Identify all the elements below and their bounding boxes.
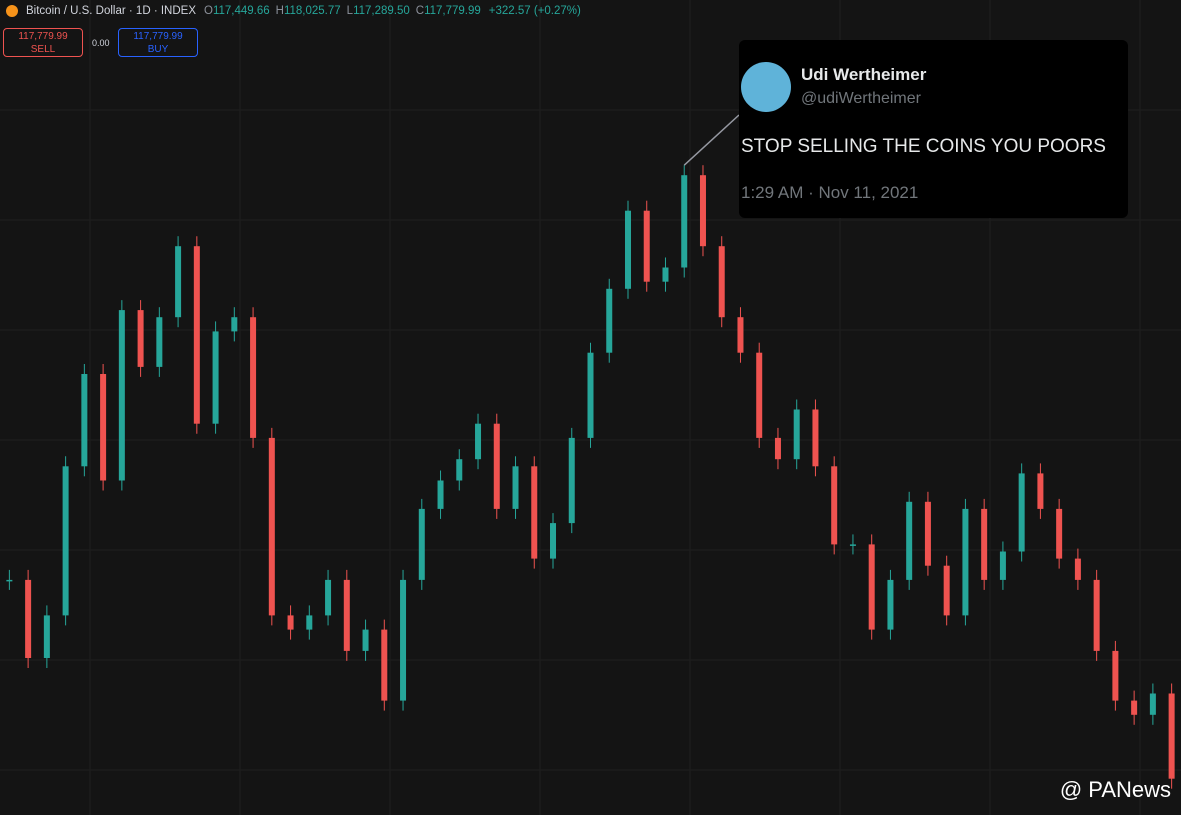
candle	[381, 629, 388, 701]
candle	[418, 508, 425, 580]
candle	[456, 459, 463, 481]
candle	[493, 423, 500, 509]
candle	[1056, 508, 1063, 559]
candle	[175, 246, 182, 318]
ohlc-value: 117,449.66	[212, 5, 270, 17]
change: +322.57 (+0.27%)	[488, 5, 581, 17]
candle	[6, 579, 13, 582]
candle	[62, 466, 69, 616]
candle	[268, 437, 275, 616]
ohlc-item: H118,025.77	[276, 5, 341, 17]
ohlc-value: 118,025.77	[283, 5, 341, 17]
ohlc-item: O117,449.66	[204, 5, 270, 17]
candle	[981, 508, 988, 580]
ohlc-key: H	[275, 5, 284, 17]
candle	[924, 501, 931, 566]
candle	[662, 267, 669, 282]
candle	[568, 437, 575, 524]
watermark: @ PANews	[1059, 777, 1171, 802]
ohlc-item: C117,779.99	[416, 5, 481, 17]
symbol: Bitcoin / U.S. Dollar · 1D · INDEX	[26, 5, 196, 17]
candle	[774, 437, 781, 460]
candle	[1037, 473, 1044, 509]
candle	[868, 544, 875, 630]
candle	[1112, 650, 1119, 701]
ohlc-value: 117,289.50	[353, 5, 410, 17]
candle	[1131, 700, 1138, 715]
candle	[100, 374, 107, 481]
candle	[43, 615, 50, 658]
candle	[1149, 693, 1156, 715]
candle	[25, 579, 32, 658]
candle	[849, 544, 856, 546]
candle	[550, 523, 557, 559]
ohlc-key: L	[346, 5, 354, 17]
candle	[306, 615, 313, 630]
candle	[1168, 693, 1175, 779]
candle	[906, 501, 913, 580]
candle	[756, 352, 763, 438]
candle	[831, 466, 838, 545]
avatar	[741, 62, 791, 112]
tweet-name: Udi Wertheimer	[801, 65, 927, 84]
header: Bitcoin / U.S. Dollar · 1D · INDEX O117,…	[6, 5, 581, 17]
candle	[531, 466, 538, 559]
tweet-handle: @udiWertheimer	[801, 90, 921, 107]
tweet-text: STOP SELLING THE COINS YOU POORS	[741, 136, 1106, 157]
spread: 0.00	[92, 38, 110, 48]
candle	[718, 246, 725, 318]
candle	[624, 210, 631, 289]
candle	[400, 579, 407, 701]
sell-label: SELL	[30, 44, 56, 55]
candle	[343, 579, 350, 651]
tweet-time: 1:29 AM · Nov 11, 2021	[741, 183, 919, 202]
pointer	[683, 114, 740, 166]
ohlc-key: C	[415, 5, 425, 17]
candle	[137, 310, 144, 367]
candle	[1093, 579, 1100, 651]
candle	[512, 466, 519, 509]
candle	[156, 317, 163, 367]
candle	[943, 565, 950, 616]
candle	[793, 409, 800, 460]
ohlc-value: 117,779.99	[424, 5, 481, 17]
candle	[287, 615, 294, 630]
btc-icon	[6, 5, 18, 17]
candle	[475, 423, 482, 460]
candle	[212, 331, 219, 424]
candle	[231, 317, 238, 332]
candle	[962, 508, 969, 616]
candle	[325, 579, 332, 616]
candle	[699, 175, 706, 247]
buy-price: 117,779.99	[133, 31, 183, 42]
ohlc-item: L117,289.50	[347, 5, 410, 17]
candle	[1074, 558, 1081, 580]
candle	[250, 317, 257, 438]
candle	[812, 409, 819, 467]
candle	[1018, 473, 1025, 552]
candle	[587, 352, 594, 438]
candle	[643, 210, 650, 282]
candle	[81, 374, 88, 467]
candle	[193, 246, 200, 424]
candle	[737, 317, 744, 353]
buy-label: BUY	[147, 44, 169, 55]
buy-button[interactable]: 117,779.99 BUY	[118, 28, 198, 57]
ohlc-key: O	[203, 5, 213, 17]
candle	[606, 288, 613, 353]
sell-price: 117,779.99	[18, 31, 68, 42]
candle	[437, 480, 444, 509]
candle	[887, 579, 894, 630]
tweet-card: Udi Wertheimer @udiWertheimer STOP SELLI…	[739, 40, 1128, 218]
candle	[681, 175, 688, 268]
candle	[999, 551, 1006, 580]
candle	[362, 629, 369, 651]
sell-button[interactable]: 117,779.99 SELL	[3, 28, 83, 57]
ohlc: O117,449.66 H118,025.77 L117,289.50 C117,77…	[204, 5, 481, 17]
candle	[118, 310, 125, 481]
